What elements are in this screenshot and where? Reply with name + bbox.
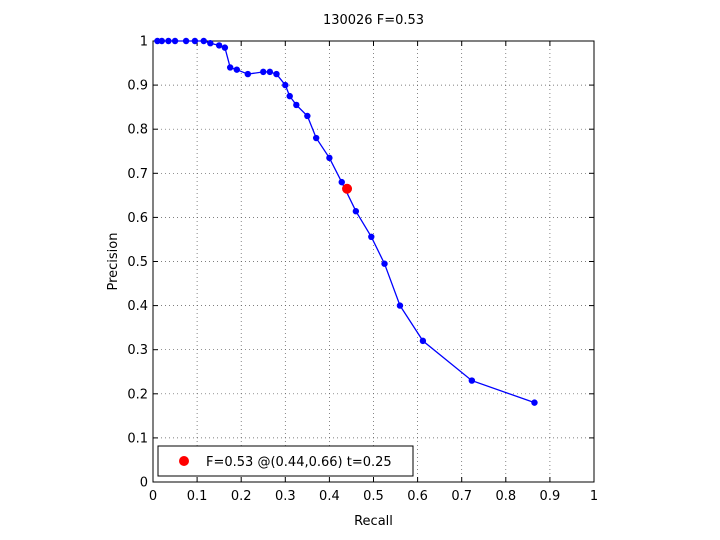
y-tick-label: 0.1 [127,431,148,446]
x-tick-labels: 0 0.1 0.2 0.3 0.4 0.5 0.6 0.7 0.8 0.9 1 [149,489,598,504]
legend-box [157,445,414,477]
data-point [266,68,274,76]
y-tick-label: 0.5 [127,255,148,270]
x-tick-label: 0.6 [407,489,428,504]
data-point [260,68,267,76]
data-point [293,101,300,109]
data-point [215,42,223,49]
x-tick-label: 0.7 [451,489,472,504]
data-point [338,178,345,186]
data-point [531,399,538,406]
y-tick-label: 0.7 [127,167,148,182]
y-tick-label: 0.8 [127,123,148,138]
data-point [154,37,161,45]
x-tick-label: 1 [590,489,598,504]
data-point [304,112,311,120]
y-tick-labels: 0 0.1 0.2 0.3 0.4 0.5 0.6 0.7 0.8 0.9 1 [127,35,148,491]
data-point [352,208,360,215]
data-point [182,37,190,45]
data-point [468,377,476,384]
data-point [326,154,333,162]
x-tick-label: 0.5 [363,489,384,504]
x-tick-label: 0 [149,489,157,504]
data-point [381,260,388,267]
data-point [273,70,280,78]
y-tick-label: 0 [140,476,148,491]
y-tick-label: 0.3 [127,343,148,358]
series-line [157,40,535,404]
data-point [244,70,252,78]
x-tick-label: 0.2 [231,489,252,504]
data-point [207,40,214,47]
data-point [286,92,293,100]
x-tick-label: 0.8 [495,489,516,504]
x-tick-label: 0.9 [540,489,561,504]
data-point [191,37,199,45]
grid [153,41,594,482]
legend: F=0.53 @(0.44,0.66) t=0.25 [157,445,414,477]
y-tick-label: 0.6 [127,211,148,226]
data-point [221,44,229,51]
data-point [171,37,179,45]
data-point [233,66,240,73]
data-point [368,233,375,241]
y-tick-label: 0.2 [127,387,148,402]
x-tick-label: 0.3 [275,489,296,504]
data-point [158,37,166,45]
legend-marker [179,456,189,466]
plot-area [154,37,538,406]
y-tick-label: 0.4 [127,299,148,314]
y-axis-label: Precision [106,232,121,290]
data-point [226,64,234,71]
y-tick-label: 1 [140,35,148,50]
data-point [419,337,427,345]
data-point [200,37,207,45]
legend-label: F=0.53 @(0.44,0.66) t=0.25 [206,455,392,470]
data-point [282,81,289,89]
y-tick-label: 0.9 [127,79,148,94]
x-tick-label: 0.1 [187,489,208,504]
data-point [396,302,404,309]
x-axis-label: Recall [354,514,393,529]
data-point [312,134,320,142]
best-f-point [342,183,353,194]
data-point [165,37,172,45]
chart-title: 130026 F=0.53 [323,13,424,28]
ticks [152,40,595,483]
x-tick-label: 0.4 [319,489,340,504]
